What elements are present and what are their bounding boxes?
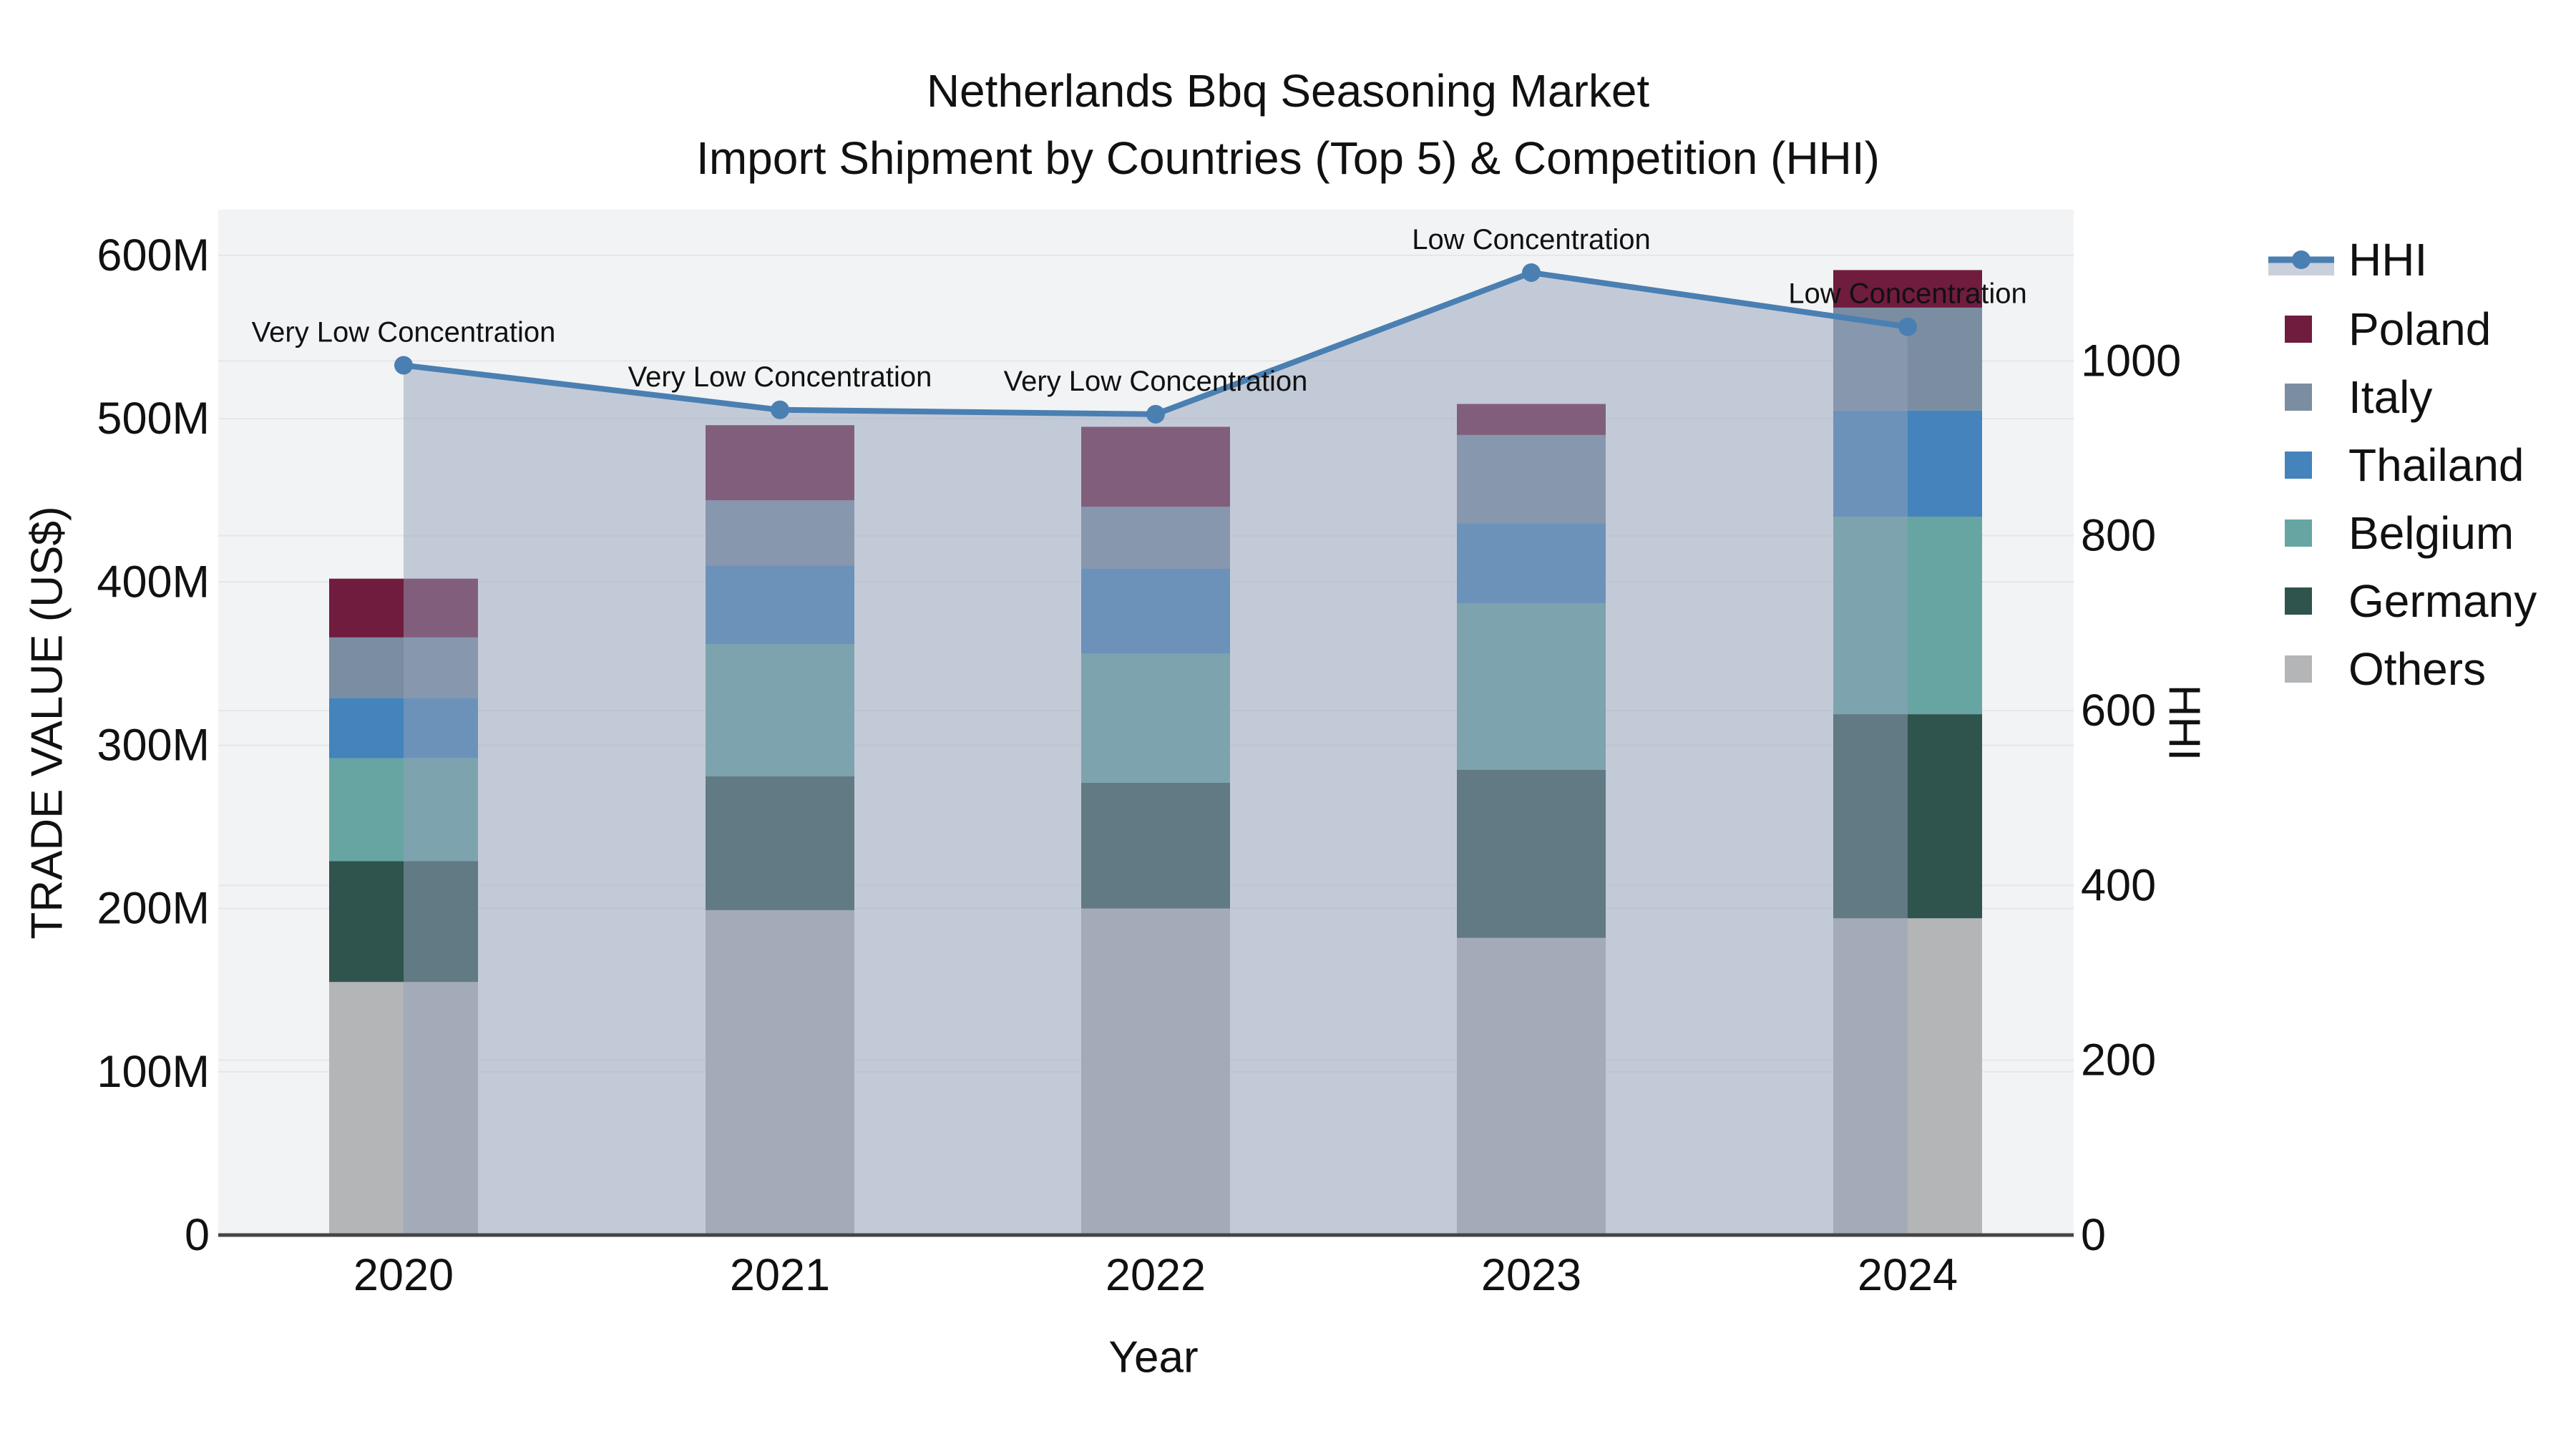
legend-item-poland[interactable]: Poland bbox=[2285, 303, 2491, 355]
hhi-marker-2024[interactable] bbox=[1898, 317, 1917, 336]
chart-title-line1: Netherlands Bbq Seasoning Market bbox=[927, 65, 1650, 117]
y-axis-title: TRADE VALUE (US$) bbox=[23, 506, 72, 939]
legend-swatch-icon bbox=[2285, 316, 2312, 343]
legend-item-label: Others bbox=[2348, 643, 2486, 695]
x-axis-tick-label: 2024 bbox=[1858, 1250, 1958, 1300]
legend-item-belgium[interactable]: Belgium bbox=[2285, 507, 2514, 559]
legend-item-label: Belgium bbox=[2348, 507, 2514, 559]
legend-item-hhi[interactable]: HHI bbox=[2268, 234, 2427, 286]
y-axis-tick-label: 400M bbox=[97, 557, 210, 607]
y-axis-tick-label: 500M bbox=[97, 394, 210, 444]
legend-item-italy[interactable]: Italy bbox=[2285, 371, 2432, 423]
legend-item-others[interactable]: Others bbox=[2285, 643, 2486, 695]
y-axis-tick-label: 300M bbox=[97, 720, 210, 770]
legend-item-thailand[interactable]: Thailand bbox=[2285, 439, 2524, 491]
y-axis-tick-label: 200M bbox=[97, 884, 210, 934]
hhi-area-fill bbox=[404, 273, 1908, 1235]
hhi-marker-2020[interactable] bbox=[394, 356, 413, 375]
x-axis-tick-label: 2022 bbox=[1106, 1250, 1206, 1300]
legend-item-label: Thailand bbox=[2348, 439, 2524, 491]
y2-axis-title: HHI bbox=[2160, 685, 2209, 761]
legend-hhi-marker-icon bbox=[2292, 250, 2311, 269]
legend-item-label: Italy bbox=[2348, 371, 2432, 423]
legend-swatch-icon bbox=[2285, 655, 2312, 683]
y-axis-tick-label: 0 bbox=[185, 1210, 210, 1260]
chart-title-line2: Import Shipment by Countries (Top 5) & C… bbox=[696, 132, 1880, 184]
y-axis-tick-label: 100M bbox=[97, 1047, 210, 1097]
x-axis-tick-label: 2021 bbox=[730, 1250, 830, 1300]
legend-swatch-icon bbox=[2285, 384, 2312, 411]
y2-axis-tick-label: 600 bbox=[2081, 686, 2156, 736]
y2-axis-tick-label: 1000 bbox=[2081, 336, 2181, 386]
legend-item-label: Germany bbox=[2348, 575, 2537, 627]
hhi-marker-2022[interactable] bbox=[1146, 404, 1165, 424]
y-axis-tick-label: 600M bbox=[97, 230, 210, 280]
y2-axis-tick-label: 200 bbox=[2081, 1035, 2156, 1085]
legend-swatch-icon bbox=[2285, 452, 2312, 479]
legend-swatch-icon bbox=[2285, 587, 2312, 615]
legend-item-label: HHI bbox=[2348, 234, 2427, 286]
y2-axis-tick-label: 0 bbox=[2081, 1210, 2106, 1260]
hhi-annotation-2024: Low Concentration bbox=[1788, 278, 2027, 310]
x-axis-tick-label: 2020 bbox=[353, 1250, 454, 1300]
legend-item-label: Poland bbox=[2348, 303, 2491, 355]
hhi-annotation-2023: Low Concentration bbox=[1412, 224, 1651, 255]
hhi-marker-2023[interactable] bbox=[1522, 263, 1541, 282]
y2-axis-tick-label: 400 bbox=[2081, 860, 2156, 910]
x-axis-title: Year bbox=[1108, 1333, 1198, 1382]
legend-swatch-icon bbox=[2285, 519, 2312, 547]
hhi-marker-2021[interactable] bbox=[771, 400, 789, 419]
legend-item-germany[interactable]: Germany bbox=[2285, 575, 2537, 627]
x-axis-tick-label: 2023 bbox=[1481, 1250, 1581, 1300]
bar-segment-poland-2024[interactable] bbox=[1833, 270, 1982, 308]
y2-axis-tick-label: 800 bbox=[2081, 511, 2156, 561]
hhi-annotation-2022: Very Low Concentration bbox=[1004, 366, 1308, 397]
hhi-annotation-2020: Very Low Concentration bbox=[252, 316, 556, 348]
hhi-annotation-2021: Very Low Concentration bbox=[628, 361, 932, 393]
